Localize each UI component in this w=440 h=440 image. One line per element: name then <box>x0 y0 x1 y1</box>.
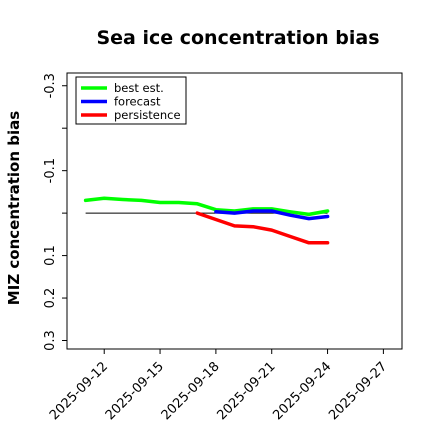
plot-frame <box>66 72 403 350</box>
y-tick-label: 0.3 <box>43 330 58 351</box>
x-tick-label: 2025-09-12 <box>47 359 111 423</box>
ticks-layer: 0.30.20.1-0.1-0.32025-09-122025-09-15202… <box>43 73 390 423</box>
x-tick-label: 2025-09-24 <box>270 359 334 423</box>
series-line-persistence <box>195 211 330 245</box>
legend-label: best est. <box>114 81 164 95</box>
x-tick-label: 2025-09-15 <box>103 359 167 423</box>
series-layer <box>83 196 330 245</box>
chart-title: Sea ice concentration bias <box>96 27 379 49</box>
y-tick-label: -0.1 <box>43 158 58 183</box>
x-tick-label: 2025-09-27 <box>326 359 390 423</box>
y-tick-label: -0.3 <box>43 73 58 98</box>
legend-label: forecast <box>114 95 161 109</box>
y-tick-label: 0.1 <box>43 245 58 266</box>
y-tick-label: 0.2 <box>43 288 58 309</box>
x-tick-label: 2025-09-21 <box>215 359 279 423</box>
series-line-best-est <box>83 196 330 217</box>
legend-label: persistence <box>114 108 181 122</box>
y-axis-label: MIZ concentration bias <box>5 111 23 305</box>
series-line-forecast <box>214 209 330 221</box>
x-tick-label: 2025-09-18 <box>159 359 223 423</box>
